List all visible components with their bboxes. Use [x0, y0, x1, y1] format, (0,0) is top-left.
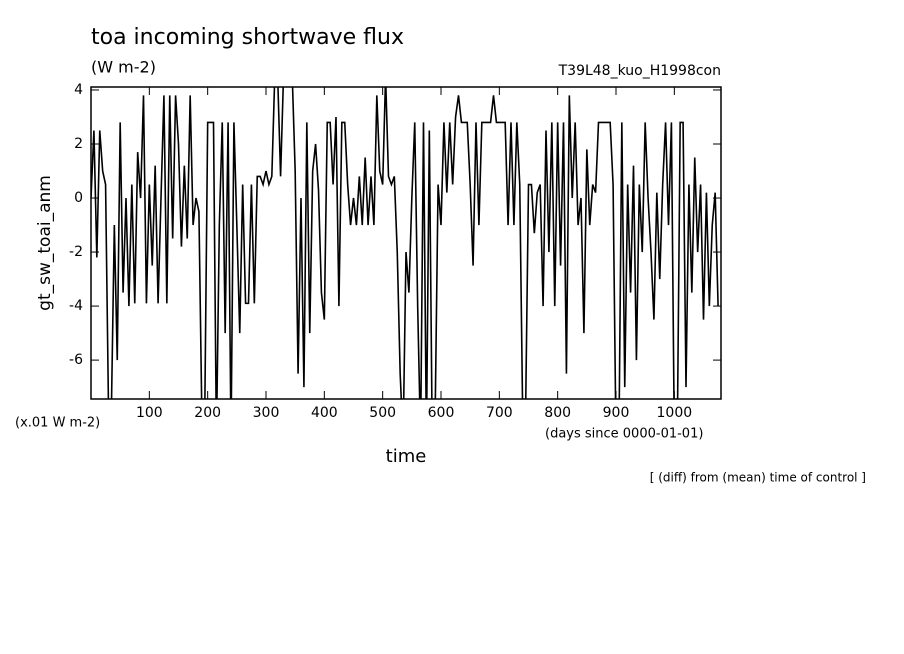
chart-title: toa incoming shortwave flux — [91, 25, 404, 50]
x-tick-label: 100 — [136, 405, 163, 421]
y-tick-label: -4 — [69, 298, 83, 314]
x-tick-label: 300 — [253, 405, 280, 421]
y-axis-label: gt_sw_toai_anm — [35, 175, 55, 311]
x-tick-label: 800 — [544, 405, 571, 421]
y-tick-label: -6 — [69, 352, 83, 368]
units: (W m-2) — [91, 58, 156, 77]
x-tick-label: 400 — [311, 405, 338, 421]
x-tick-label: 1000 — [657, 405, 693, 421]
y-tick-label: 2 — [74, 136, 83, 152]
y-scale-note: (x.01 W m-2) — [15, 416, 100, 431]
note: [ (diff) from (mean) time of control ] — [650, 471, 866, 485]
x-axis-label: time — [386, 446, 427, 467]
x-tick-label: 900 — [603, 405, 630, 421]
data-line — [91, 87, 719, 399]
y-tick-label: 4 — [74, 82, 83, 98]
x-tick-label: 500 — [369, 405, 396, 421]
x-tick-label: 200 — [194, 405, 221, 421]
plot-frame — [90, 86, 722, 400]
run-name: T39L48_kuo_H1998con — [558, 63, 721, 79]
y-tick-label: -2 — [69, 244, 83, 260]
x-units: (days since 0000-01-01) — [545, 427, 703, 442]
x-tick-label: 600 — [428, 405, 455, 421]
x-tick-label: 700 — [486, 405, 513, 421]
y-tick-label: 0 — [74, 190, 83, 206]
